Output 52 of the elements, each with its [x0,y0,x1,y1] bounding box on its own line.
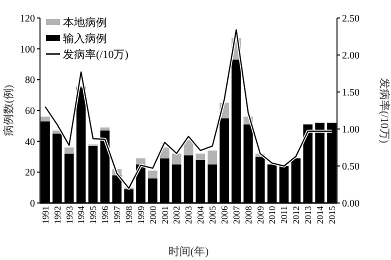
bar [172,154,182,164]
x-tick-label: 2015 [326,206,337,224]
x-tick-label: 1994 [76,206,86,224]
x-tick-label: 1996 [100,206,110,224]
y-tick-label: 40 [25,136,35,148]
y2-tick-label: 2.00 [342,50,360,62]
x-tick-label: 2014 [314,206,325,224]
x-tick-label: 2012 [291,206,302,224]
bar [40,116,50,122]
y2-tick-label: 1.00 [342,124,360,136]
x-tick-label: 2003 [184,206,194,224]
y2-tick-label: 2.50 [342,14,360,24]
x-tick-label: 2013 [303,206,314,224]
x-tick-label: 1999 [136,206,146,224]
x-tick-label: 2000 [148,206,158,224]
x-tick-label: 2005 [208,206,218,224]
bar [148,170,158,178]
x-tick-label: 1991 [40,206,50,224]
y-tick-label: 60 [25,106,35,117]
x-tick-label: 2008 [243,206,254,224]
y2-tick-label: 1.50 [342,88,360,98]
y2-axis-title: 发病率(/10万) [378,78,391,144]
x-tick-label: 1992 [52,206,62,224]
x-tick-label: 1998 [124,206,134,224]
y-tick-label: 120 [20,14,35,24]
x-tick-label: 2004 [196,206,206,224]
x-tick-label: 2009 [255,206,266,224]
y2-tick-label: 0.00 [342,198,360,210]
x-tick-label: 1993 [64,206,74,224]
x-tick-label: 2006 [219,206,230,224]
bar [100,127,110,131]
x-tick-label: 2001 [160,206,170,224]
y-tick-label: 20 [25,168,35,179]
x-tick-label: 1997 [112,206,122,224]
legend-label: 本地病例 [63,16,107,29]
x-tick-label: 2010 [267,206,278,224]
bar [136,158,146,164]
y-tick-label: 0 [30,198,35,210]
x-tick-label: 2011 [279,206,290,224]
x-tick-label: 2007 [231,206,242,224]
x-tick-label: 1995 [88,206,98,224]
legend-label: 发病率(/10万) [63,48,129,61]
y-tick-label: 80 [25,75,35,86]
legend-label: 输入病例 [63,32,107,45]
y2-tick-label: 0.50 [342,162,360,172]
x-tick-label: 2002 [172,206,182,224]
y-axis-title: 病例数(例) [2,84,15,136]
bar [208,150,218,164]
bar [196,154,206,160]
bar [64,148,74,154]
y-tick-label: 100 [20,44,35,56]
x-axis-title: 时间(年) [168,245,209,258]
